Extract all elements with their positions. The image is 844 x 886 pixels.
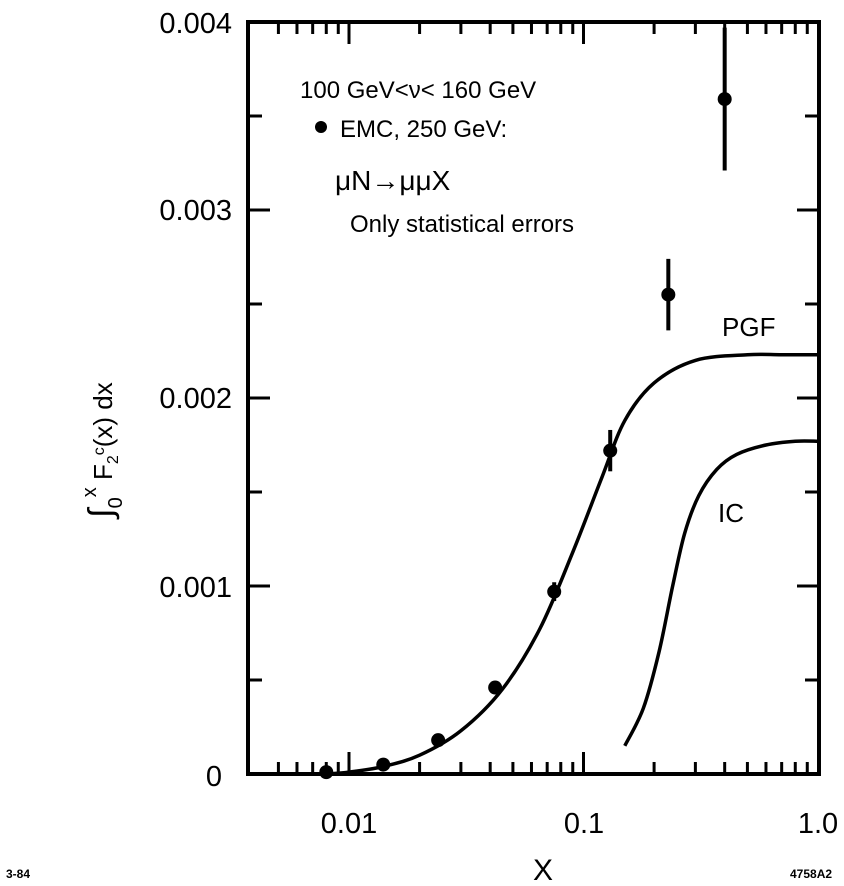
x-axis-label: X — [533, 854, 553, 886]
plot-frame — [246, 20, 821, 776]
annotation-errors: Only statistical errors — [350, 211, 574, 238]
figure-number-code: 4758A2 — [790, 867, 832, 881]
y-tick-label-0.004: 0.004 — [159, 8, 232, 40]
y-tick-label-0: 0 — [206, 761, 222, 793]
svg-text:∫0x F2c(x) dx: ∫0x F2c(x) dx — [79, 382, 127, 519]
data-point — [717, 92, 732, 107]
y-axis-label: ∫0x F2c(x) dx — [79, 382, 127, 519]
axis-ticks — [248, 22, 819, 774]
data-point — [319, 765, 334, 780]
data-point — [547, 584, 562, 599]
data-point — [603, 443, 618, 458]
data-point — [488, 680, 503, 695]
data-point — [661, 287, 676, 302]
y-tick-label-0.001: 0.001 — [159, 572, 232, 604]
annotation-emc: EMC, 250 GeV: — [340, 116, 507, 143]
y-tick-label-0.003: 0.003 — [159, 195, 232, 227]
x-tick-label-0.1: 0.1 — [564, 808, 604, 840]
figure-date-code: 3-84 — [6, 867, 30, 881]
annotation-nu-range: 100 GeV<ν< 160 GeV — [300, 77, 536, 104]
data-points — [319, 27, 732, 780]
data-point — [431, 733, 446, 748]
curve-pgf — [326, 352, 818, 776]
annotation-reaction: μN→μμX — [335, 165, 451, 196]
data-point — [376, 757, 391, 772]
x-tick-label-0.01: 0.01 — [321, 808, 377, 840]
curve-label-ic: IC — [718, 498, 744, 528]
y-tick-label-0.002: 0.002 — [159, 383, 232, 415]
legend-marker-emc — [315, 121, 327, 133]
curve-label-pgf: PGF — [722, 312, 775, 342]
curve-ic — [623, 439, 819, 747]
curves — [326, 352, 819, 776]
x-tick-label-1.0: 1.0 — [798, 808, 838, 840]
